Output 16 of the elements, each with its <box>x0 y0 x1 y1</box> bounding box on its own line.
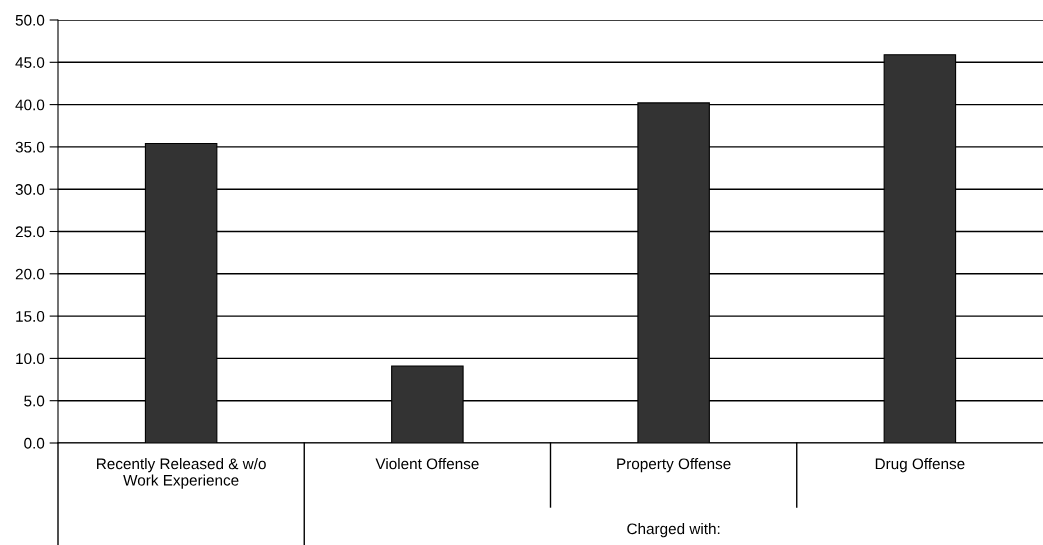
y-tick-label: 5.0 <box>24 395 45 407</box>
y-tick-label: 10.0 <box>16 353 45 365</box>
y-tick-label: 15.0 <box>16 310 45 322</box>
y-tick-label: 30.0 <box>15 184 45 195</box>
y-tick-label: 0.0 <box>24 437 45 449</box>
x-tick-label: Property Offense <box>617 458 731 473</box>
x-tick-label: Violent Offense <box>375 458 479 470</box>
y-tick-label: 20.0 <box>15 268 45 280</box>
y-tick-label: 25.0 <box>15 226 45 238</box>
y-tick-label: 35.0 <box>15 141 45 153</box>
y-tick-label: 40.0 <box>15 99 45 111</box>
y-tick-label: 45.0 <box>15 57 45 68</box>
x-tick-label: Recently Released & w/o Work Experience <box>97 458 266 489</box>
x-tick-label: Drug Offense <box>875 458 965 473</box>
text: Charged with: <box>627 523 720 538</box>
y-tick-label: 50.0 <box>15 14 45 26</box>
